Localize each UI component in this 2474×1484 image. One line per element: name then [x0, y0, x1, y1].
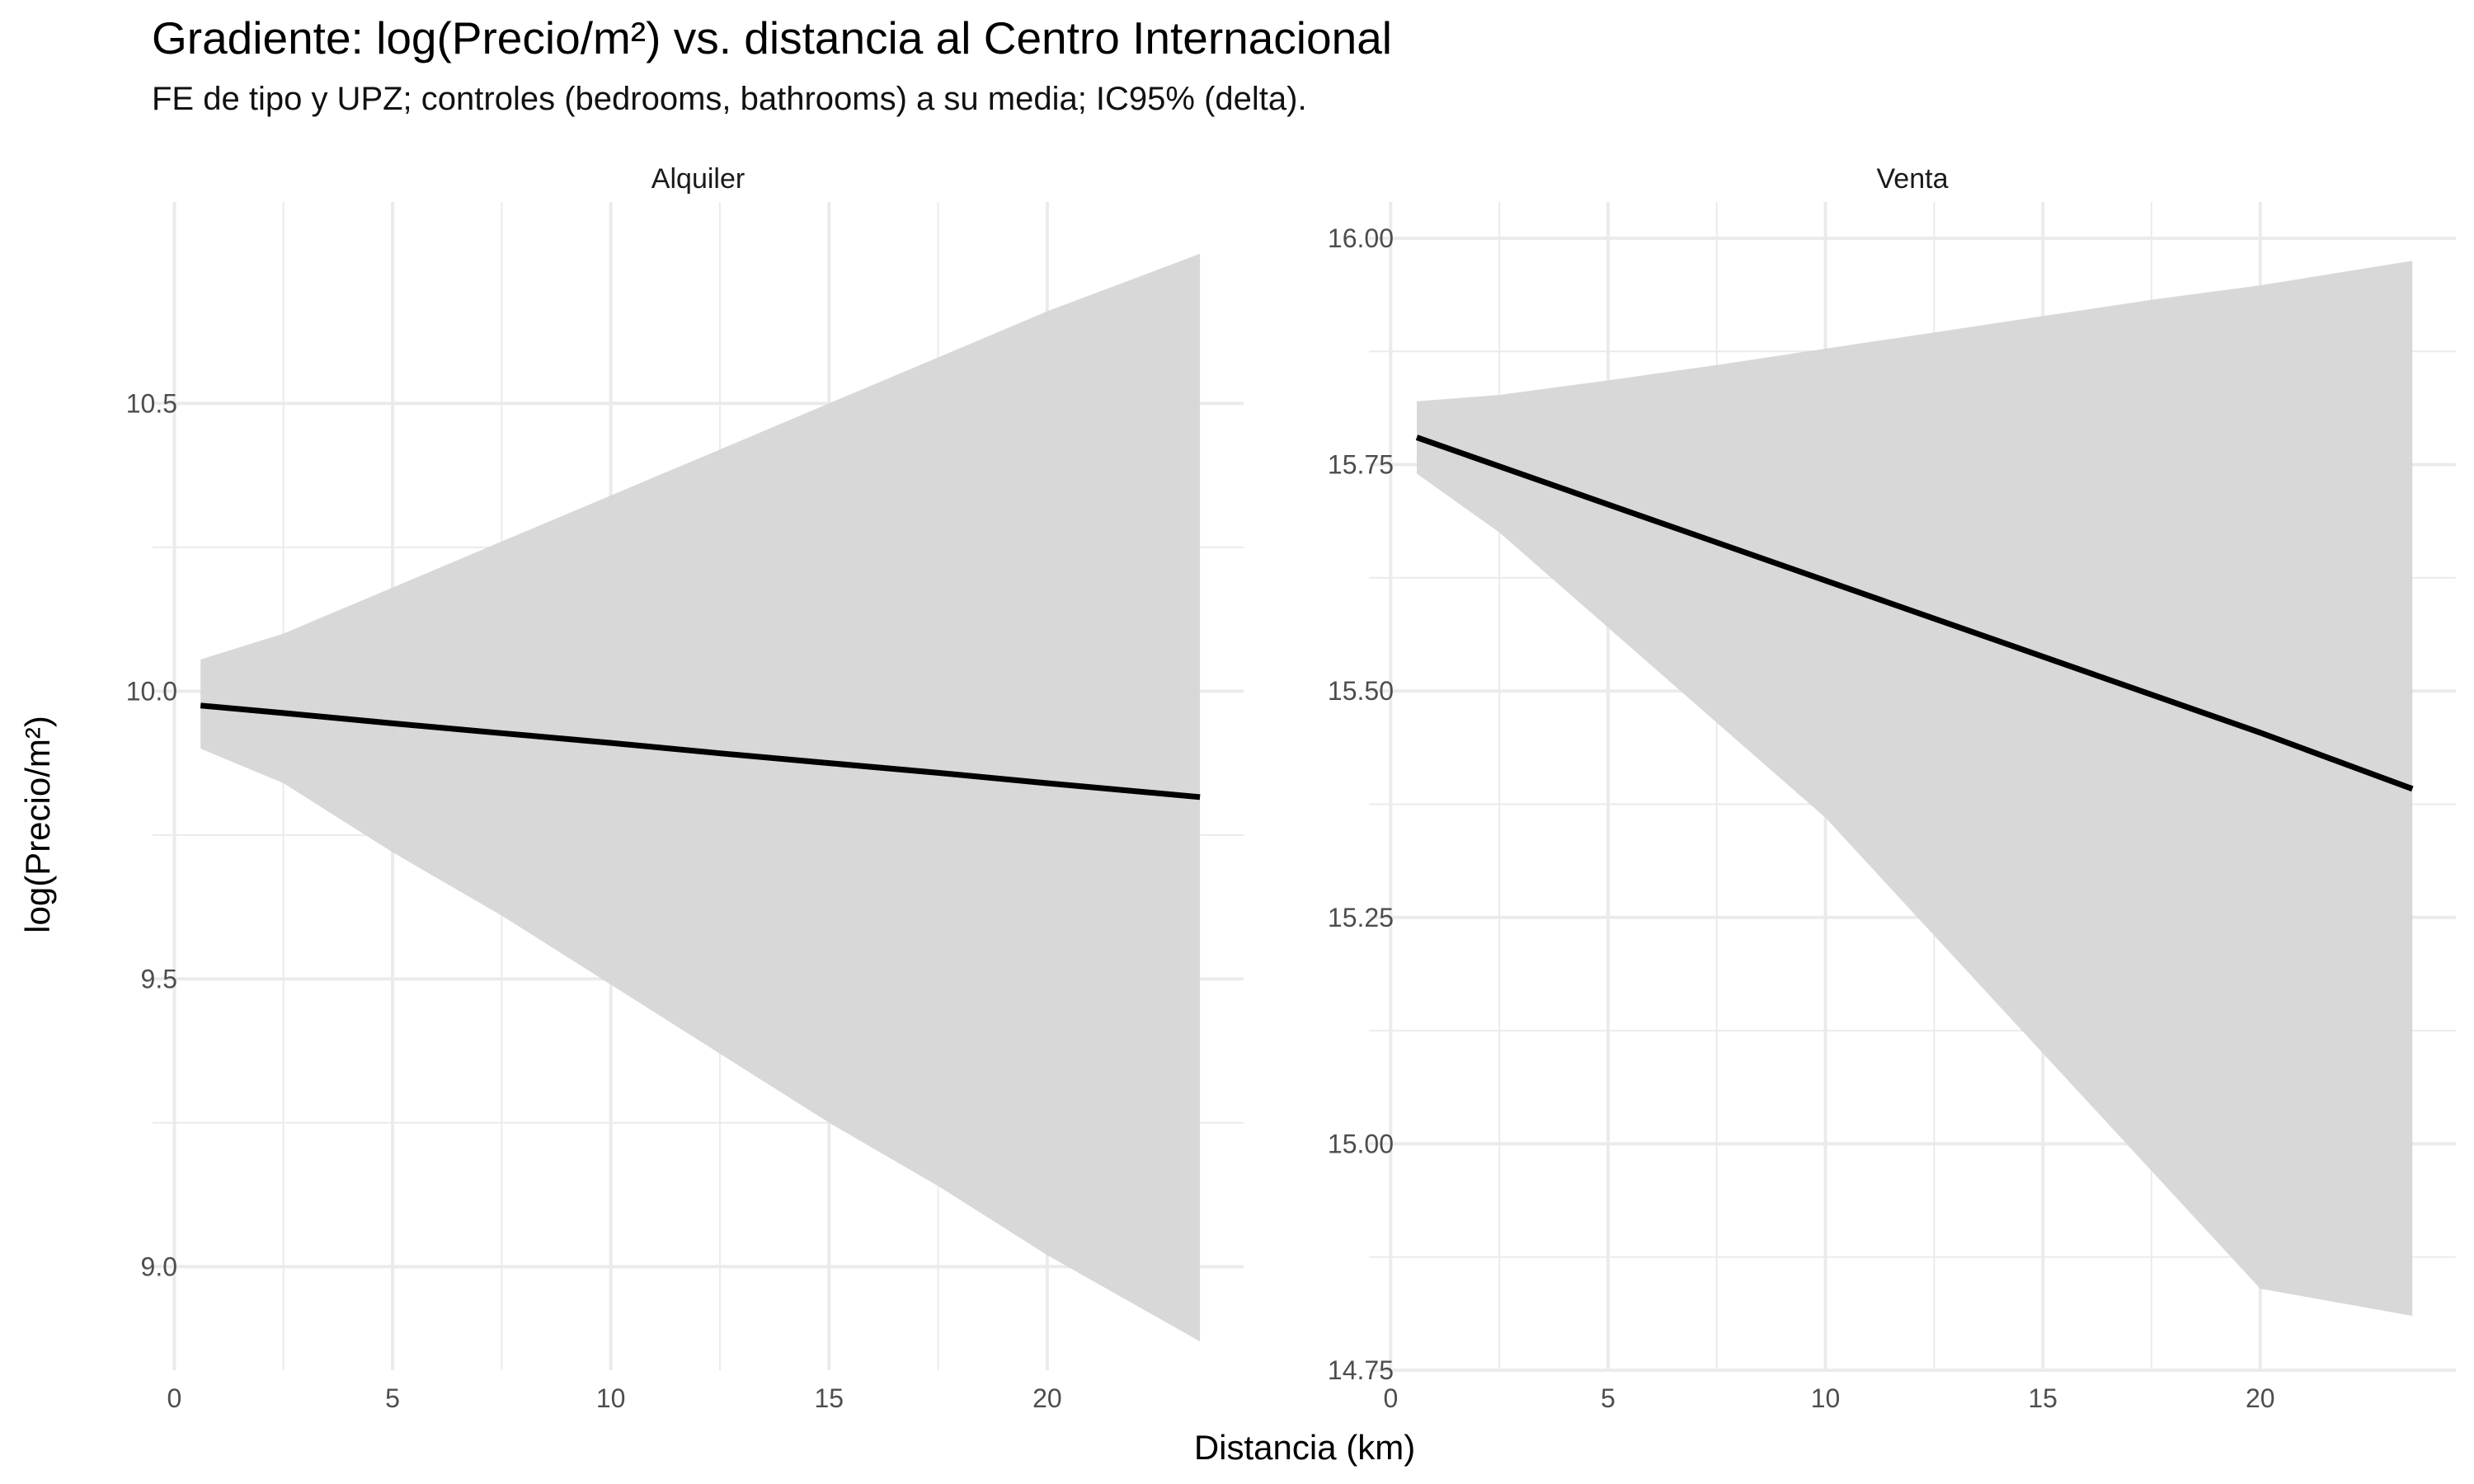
confidence-band-alquiler [200, 253, 1201, 1342]
y-tick-label: 10.0 [126, 676, 177, 706]
x-tick-label: 5 [385, 1383, 400, 1413]
chart-title: Gradiente: log(Precio/m²) vs. distancia … [152, 12, 1393, 63]
fitted-line-venta [1415, 434, 2414, 792]
panel-label-alquiler: Alquiler [651, 163, 745, 195]
x-tick-label: 5 [1601, 1383, 1616, 1413]
x-tick-label: 20 [1032, 1383, 1062, 1413]
panel-label-venta: Venta [1877, 163, 1949, 195]
x-tick-label: 20 [2246, 1383, 2275, 1413]
x-tick-label: 15 [2028, 1383, 2058, 1413]
y-tick-label: 15.00 [1328, 1129, 1394, 1158]
y-tick-label: 15.50 [1328, 676, 1394, 706]
confidence-band-venta [1417, 261, 2413, 1317]
y-tick-label: 9.5 [141, 964, 177, 993]
x-tick-label: 10 [596, 1383, 626, 1413]
y-tick-label: 16.00 [1328, 223, 1394, 253]
y-tick-label: 10.5 [126, 388, 177, 418]
x-tick-label: 10 [1811, 1383, 1841, 1413]
y-axis-title: log(Precio/m²) [18, 716, 57, 933]
x-tick-label: 0 [1383, 1383, 1398, 1413]
y-tick-label: 14.75 [1328, 1355, 1394, 1385]
x-tick-label: 15 [814, 1383, 844, 1413]
chart-subtitle: FE de tipo y UPZ; controles (bedrooms, b… [152, 81, 1307, 117]
x-axis-title: Distancia (km) [1194, 1428, 1415, 1467]
fitted-line-alquiler [200, 702, 1201, 801]
y-tick-label: 15.25 [1328, 903, 1394, 932]
y-tick-label: 15.75 [1328, 450, 1394, 480]
x-tick-label: 0 [167, 1383, 182, 1413]
y-tick-label: 9.0 [141, 1252, 177, 1281]
